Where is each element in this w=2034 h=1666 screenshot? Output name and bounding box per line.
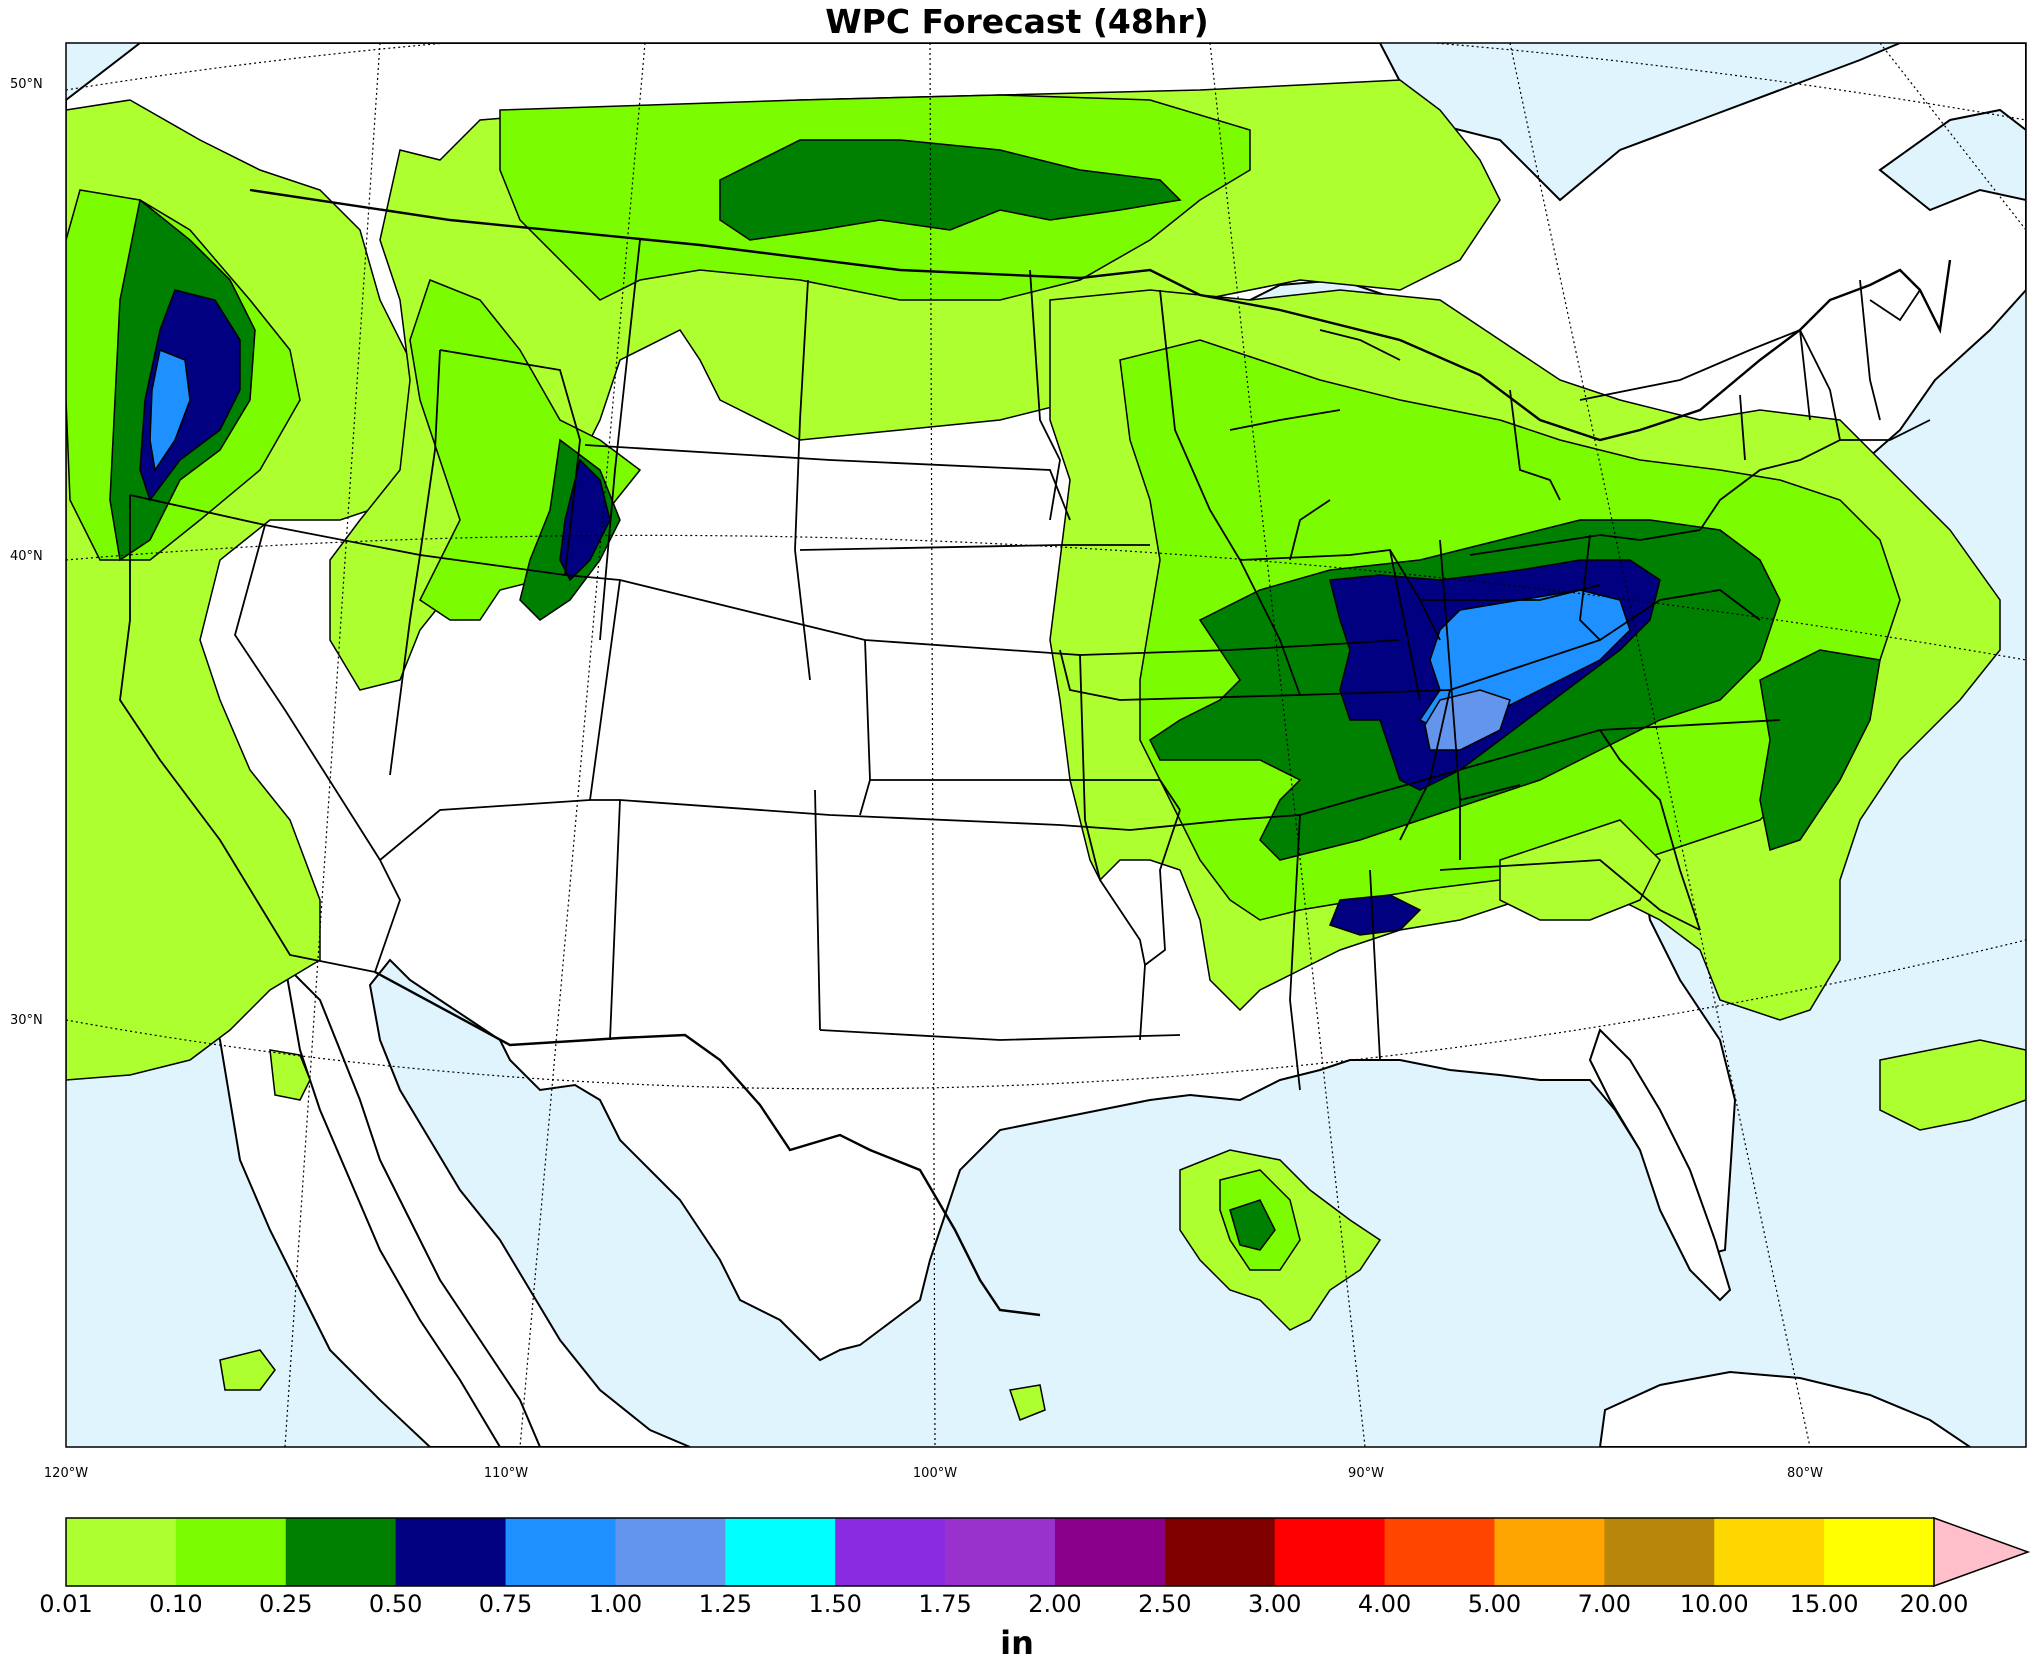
precip-contour	[1229, 1199, 1276, 1251]
colorbar-unit-label: in	[1000, 1624, 1034, 1662]
precip-contour	[149, 348, 191, 472]
colorbar-swatch	[285, 1518, 397, 1586]
precip-contour	[219, 1349, 276, 1391]
precip-contour	[559, 458, 611, 582]
colorbar-swatch	[1604, 1518, 1715, 1586]
lon-label-110w: 110°W	[483, 1466, 529, 1481]
colorbar-swatch	[1274, 1518, 1386, 1586]
cuba-island	[1598, 1370, 1972, 1447]
colorbar-swatch	[66, 1518, 177, 1586]
st-lawrence-water	[1878, 108, 2026, 212]
state-borders	[119, 239, 1931, 1091]
colorbar-swatch	[945, 1518, 1056, 1586]
colorbar-swatch	[1824, 1518, 1935, 1586]
graticule	[66, 43, 2026, 1447]
precip-contour	[269, 1049, 311, 1101]
precip-contour	[1009, 1384, 1046, 1421]
colorbar-tick-label: 1.75	[918, 1590, 972, 1618]
precip-contour	[1499, 819, 1661, 921]
colorbar-tick-label: 20.00	[1899, 1590, 1969, 1618]
colorbar-swatch	[1164, 1518, 1276, 1586]
lon-label-90w: 90°W	[1348, 1466, 1384, 1481]
colorbar-tick-label: 10.00	[1679, 1590, 1749, 1618]
lat-label-50: 50°N	[10, 77, 43, 92]
precip-contour	[1759, 649, 1881, 851]
lat-label-40: 40°N	[10, 549, 43, 564]
colorbar-tick-label: 7.00	[1577, 1590, 1632, 1618]
colorbar-swatch	[1714, 1518, 1825, 1586]
colorbar-tick-label: 4.00	[1357, 1590, 1412, 1618]
colorbar-swatch	[615, 1518, 726, 1586]
precip-contour	[1329, 894, 1422, 936]
colorbar-extend-arrow	[1933, 1516, 2031, 1588]
lon-label-120w: 120°W	[43, 1466, 89, 1481]
colorbar-tick-label: 5.00	[1467, 1590, 1522, 1618]
colorbar-swatch	[1054, 1518, 1166, 1586]
colorbar-tick-label: 0.50	[368, 1590, 423, 1618]
colorbar-tick-label: 3.00	[1247, 1590, 1302, 1618]
precip-contour	[1879, 1039, 2026, 1131]
colorbar-swatch	[175, 1518, 287, 1586]
colorbar-tick-label: 0.25	[259, 1590, 313, 1618]
colorbar-tick-label: 15.00	[1789, 1590, 1859, 1618]
colorbar-tick-label: 1.50	[808, 1590, 862, 1618]
colorbar-tick-label: 1.25	[698, 1590, 752, 1618]
florida-peninsula	[1588, 1028, 1732, 1302]
colorbar-tick-label: 2.50	[1138, 1590, 1192, 1618]
map-title: WPC Forecast (48hr)	[825, 2, 1209, 41]
colorbar-swatch	[835, 1518, 946, 1586]
map-frame	[65, 42, 2027, 1448]
precipitation-map	[65, 42, 2027, 1448]
lon-label-80w: 80°W	[1787, 1466, 1823, 1481]
colorbar-swatch	[1494, 1518, 1605, 1586]
colorbar-swatch	[395, 1518, 507, 1586]
precip-contour	[719, 139, 1182, 241]
colorbar-swatch	[505, 1518, 616, 1586]
colorbar-tick-label: 2.00	[1028, 1590, 1082, 1618]
colorbar-tick-label: 0.75	[478, 1590, 533, 1618]
colorbar-swatch	[1384, 1518, 1495, 1586]
lat-label-30: 30°N	[10, 1013, 43, 1028]
lon-label-100w: 100°W	[912, 1466, 958, 1481]
national-borders	[249, 188, 1952, 1317]
baja-peninsula	[283, 962, 542, 1447]
colorbar-outline	[65, 1517, 1934, 1587]
colorbar-tick-label: 0.10	[149, 1590, 203, 1618]
colorbar-swatch	[725, 1518, 836, 1586]
colorbar-tick-label: 0.01	[39, 1590, 93, 1618]
colorbar-tick-label: 1.00	[588, 1590, 643, 1618]
